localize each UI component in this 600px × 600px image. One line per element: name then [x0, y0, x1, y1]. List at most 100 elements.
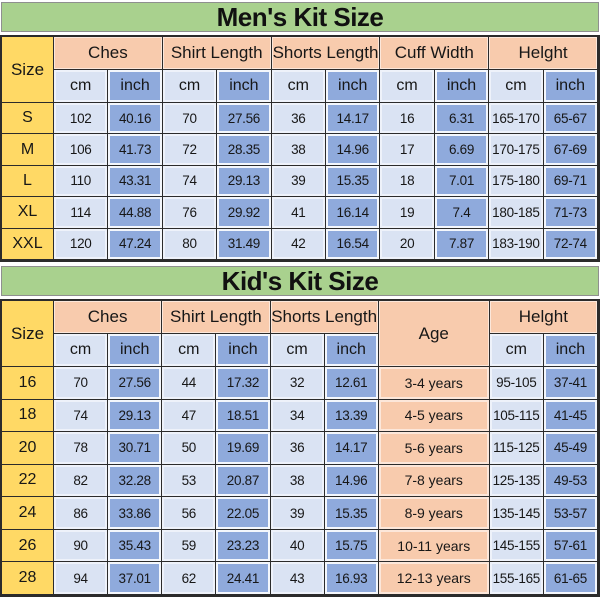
table-cell: 12-13 years: [378, 562, 490, 595]
table-cell: 71-73: [543, 197, 598, 229]
table-cell: 183-190: [489, 228, 544, 260]
table-cell: 45-49: [543, 432, 598, 465]
table-cell: 27.56: [108, 367, 163, 400]
table-cell: 8-9 years: [378, 497, 490, 530]
table-cell: 36: [270, 432, 325, 465]
table-cell: 165-170: [489, 103, 544, 135]
table-cell: 49-53: [543, 464, 598, 498]
table-cell: 175-180: [489, 165, 544, 198]
unit-cm-header: cm: [489, 70, 544, 103]
table-cell: 7.87: [434, 228, 490, 260]
size-label: 24: [2, 497, 54, 530]
table-cell: 57-61: [543, 529, 598, 563]
table-cell: 14.96: [324, 464, 379, 498]
mens-header-shorts-length: Shorts Length: [271, 37, 381, 70]
size-label: 28: [2, 562, 54, 595]
table-cell: 4-5 years: [378, 399, 490, 433]
unit-cm-header: cm: [54, 334, 109, 367]
table-cell: 32: [270, 367, 325, 400]
kids-header-shorts-length: Shorts Length: [270, 301, 379, 334]
table-cell: 74: [162, 165, 218, 198]
mens-header-helght: Helght: [489, 37, 598, 70]
table-cell: 14.17: [326, 103, 381, 135]
table-cell: 86: [54, 497, 109, 530]
unit-inch-header: inch: [108, 334, 163, 367]
size-label: 22: [2, 464, 54, 498]
size-label: S: [2, 103, 54, 135]
table-cell: 34: [270, 399, 325, 433]
table-cell: 114: [54, 197, 109, 229]
table-cell: 43: [270, 562, 325, 595]
table-cell: 20.87: [216, 464, 271, 498]
kids-title: Kid's Kit Size: [1, 266, 599, 296]
table-cell: 20: [380, 228, 435, 260]
table-cell: 15.75: [324, 529, 379, 563]
kids-header-helght: Helght: [489, 301, 598, 334]
table-cell: 59: [162, 529, 217, 563]
table-cell: 17: [380, 134, 435, 166]
size-label: 16: [2, 367, 54, 400]
table-cell: 94: [54, 562, 109, 595]
table-cell: 41: [271, 197, 326, 229]
unit-cm-header: cm: [380, 70, 435, 103]
unit-inch-header: inch: [543, 70, 598, 103]
table-cell: 24.41: [216, 562, 271, 595]
table-cell: 44.88: [108, 197, 163, 229]
table-cell: 76: [162, 197, 218, 229]
table-cell: 6.31: [434, 103, 490, 135]
table-cell: 35.43: [108, 529, 163, 563]
table-cell: 90: [54, 529, 109, 563]
table-cell: 38: [271, 134, 326, 166]
unit-inch-header: inch: [324, 334, 379, 367]
table-cell: 15.35: [326, 165, 381, 198]
unit-inch-header: inch: [543, 334, 598, 367]
table-cell: 16.14: [326, 197, 381, 229]
table-cell: 16.54: [326, 228, 381, 260]
table-cell: 72-74: [543, 228, 598, 260]
table-cell: 95-105: [489, 367, 544, 400]
table-cell: 106: [54, 134, 109, 166]
unit-cm-header: cm: [271, 70, 326, 103]
unit-cm-header: cm: [270, 334, 325, 367]
table-cell: 61-65: [543, 562, 598, 595]
table-cell: 102: [54, 103, 109, 135]
table-cell: 29.92: [217, 197, 272, 229]
unit-inch-header: inch: [216, 334, 271, 367]
table-cell: 41-45: [543, 399, 598, 433]
table-cell: 16: [380, 103, 435, 135]
table-cell: 30.71: [108, 432, 163, 465]
table-cell: 14.17: [324, 432, 379, 465]
table-cell: 19.69: [216, 432, 271, 465]
table-cell: 15.35: [324, 497, 379, 530]
table-cell: 10-11 years: [378, 529, 490, 563]
table-cell: 72: [162, 134, 218, 166]
table-cell: 28.35: [217, 134, 272, 166]
table-cell: 47.24: [108, 228, 163, 260]
mens-header-cuff-width: Cuff Width: [380, 37, 490, 70]
table-cell: 67-69: [543, 134, 598, 166]
size-label: 20: [2, 432, 54, 465]
unit-inch-header: inch: [217, 70, 272, 103]
unit-inch-header: inch: [108, 70, 163, 103]
table-cell: 41.73: [108, 134, 163, 166]
table-cell: 40: [270, 529, 325, 563]
table-cell: 69-71: [543, 165, 598, 198]
table-cell: 19: [380, 197, 435, 229]
table-cell: 18: [380, 165, 435, 198]
table-cell: 43.31: [108, 165, 163, 198]
table-cell: 22.05: [216, 497, 271, 530]
table-cell: 180-185: [489, 197, 544, 229]
mens-header-ches: Ches: [54, 37, 163, 70]
unit-inch-header: inch: [434, 70, 490, 103]
table-cell: 36: [271, 103, 326, 135]
table-cell: 74: [54, 399, 109, 433]
table-cell: 13.39: [324, 399, 379, 433]
table-cell: 39: [270, 497, 325, 530]
table-cell: 5-6 years: [378, 432, 490, 465]
table-cell: 125-135: [489, 464, 544, 498]
table-cell: 38: [270, 464, 325, 498]
table-cell: 170-175: [489, 134, 544, 166]
table-cell: 12.61: [324, 367, 379, 400]
table-cell: 14.96: [326, 134, 381, 166]
table-cell: 23.23: [216, 529, 271, 563]
